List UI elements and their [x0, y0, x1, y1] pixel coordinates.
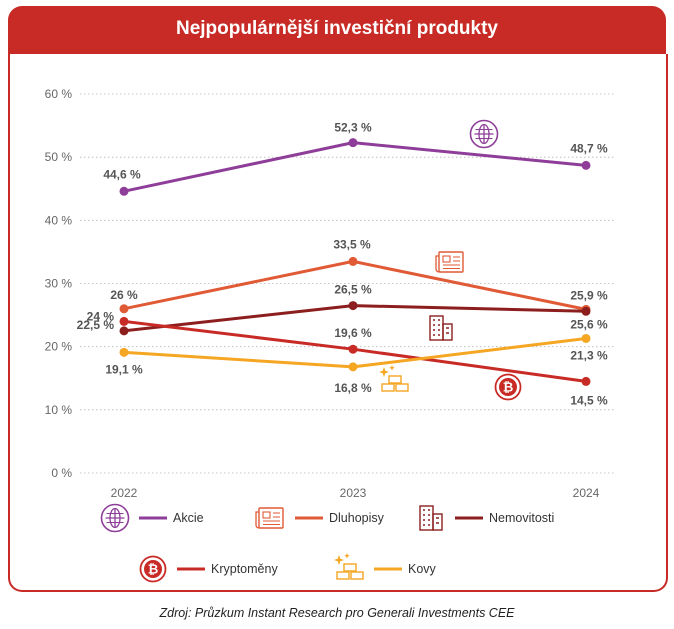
- data-point: [119, 316, 129, 326]
- newspaper-icon: [255, 507, 284, 529]
- building-windows: [423, 509, 439, 526]
- legend-item-kovy: Kovy: [334, 553, 437, 580]
- chart-frame: [8, 54, 668, 592]
- data-label: 24 %: [87, 309, 115, 323]
- building-tall: [429, 315, 444, 341]
- newspaper-lines: [263, 512, 280, 526]
- chart-header: Nejpopulárnější investiční produkty: [8, 6, 666, 54]
- series-line-akcie: [122, 141, 588, 193]
- bitcoin-coin: [499, 378, 517, 396]
- newspaper-icon: [435, 251, 464, 273]
- gold-bar: [395, 383, 409, 392]
- gold-bars-icon: [379, 365, 409, 392]
- chart-title: Nejpopulárnější investiční produkty: [175, 18, 498, 39]
- data-point: [119, 326, 129, 336]
- x-tick-label: 2023: [340, 486, 367, 500]
- legend-item-dluhopisy: Dluhopisy: [255, 507, 385, 529]
- data-point: [119, 304, 129, 314]
- line-chart: 0 % 10 % 20 % 30 % 40 % 50 % 60 % 2022 2023 2024 4…: [45, 87, 614, 583]
- x-tick-label: 2022: [111, 486, 138, 500]
- gold-bar: [343, 563, 357, 572]
- newspaper-outline: [258, 507, 284, 529]
- data-point: [119, 186, 129, 196]
- gold-bar: [388, 375, 402, 384]
- newspaper-outline: [438, 251, 464, 273]
- data-label: 33,5 %: [333, 237, 371, 251]
- bitcoin-icon: ₿: [494, 373, 522, 401]
- source-note: Zdroj: Průzkum Instant Research pro Gene…: [159, 606, 515, 620]
- data-label: 48,7 %: [570, 141, 608, 155]
- data-label: 22,5 %: [77, 318, 115, 332]
- x-tick-label: 2024: [573, 486, 600, 500]
- globe-outline: [100, 503, 130, 533]
- data-point: [348, 362, 358, 372]
- sparkle: [344, 553, 350, 559]
- newspaper-fold: [435, 255, 440, 273]
- data-label: 19,1 %: [105, 362, 143, 376]
- building-short: [442, 323, 453, 341]
- legend-item-nemovitosti: Nemovitosti: [419, 505, 554, 531]
- data-point: [348, 138, 358, 148]
- data-label: 26 %: [110, 288, 138, 302]
- building-tall: [419, 505, 434, 531]
- data-point: [348, 301, 358, 311]
- gold-bar: [336, 571, 350, 580]
- sparkle: [389, 365, 395, 371]
- bitcoin-glyph: ₿: [503, 381, 514, 396]
- y-tick-label: 60 %: [45, 87, 73, 101]
- y-tick-label: 30 %: [45, 277, 73, 291]
- legend-label: Kryptoměny: [211, 562, 278, 576]
- legend-label: Akcie: [173, 511, 204, 525]
- data-point: [348, 256, 358, 266]
- globe-parallels: [106, 512, 124, 524]
- bitcoin-glyph: ₿: [148, 563, 159, 578]
- legend-label: Kovy: [408, 562, 437, 576]
- data-label: 26,5 %: [334, 283, 372, 297]
- buildings-icon: [429, 315, 453, 341]
- gold-bars-icon: [334, 553, 364, 580]
- globe-icon: [469, 119, 499, 149]
- data-label: 21,3 %: [570, 348, 608, 362]
- building-short: [432, 513, 443, 531]
- gold-bar: [381, 383, 395, 392]
- data-label: 16,8 %: [334, 381, 372, 395]
- sparkle: [334, 555, 344, 565]
- data-point: [581, 160, 591, 170]
- newspaper-fold: [255, 511, 260, 529]
- data-label: 25,9 %: [570, 288, 608, 302]
- legend-item-akcie: Akcie: [100, 503, 204, 533]
- newspaper-photo: [442, 255, 451, 263]
- data-label: 14,5 %: [570, 393, 608, 407]
- bitcoin-icon: ₿: [139, 555, 167, 583]
- y-tick-label: 50 %: [45, 150, 73, 164]
- legend-label: Nemovitosti: [489, 511, 554, 525]
- bitcoin-coin: [144, 560, 162, 578]
- y-tick-label: 0 %: [51, 466, 72, 480]
- gold-bar: [350, 571, 364, 580]
- data-point: [581, 306, 591, 316]
- data-label: 52,3 %: [334, 121, 372, 135]
- y-tick-label: 40 %: [45, 213, 73, 227]
- data-label: 19,6 %: [334, 326, 372, 340]
- legend-item-kryptoměny: ₿ Kryptoměny: [139, 555, 278, 583]
- data-point: [581, 376, 591, 386]
- data-label: 44,6 %: [103, 167, 141, 181]
- data-point: [581, 333, 591, 343]
- y-tick-label: 10 %: [45, 403, 73, 417]
- y-tick-label: 20 %: [45, 340, 73, 354]
- globe-icon: [100, 503, 130, 533]
- buildings-icon: [419, 505, 443, 531]
- data-point: [119, 347, 129, 357]
- data-label: 25,6 %: [570, 317, 608, 331]
- globe-parallels: [475, 128, 493, 140]
- data-point: [348, 344, 358, 354]
- building-windows: [433, 319, 449, 336]
- newspaper-photo: [262, 511, 271, 519]
- legend-label: Dluhopisy: [329, 511, 385, 525]
- newspaper-lines: [443, 256, 460, 270]
- globe-outline: [469, 119, 499, 149]
- sparkle: [379, 367, 389, 377]
